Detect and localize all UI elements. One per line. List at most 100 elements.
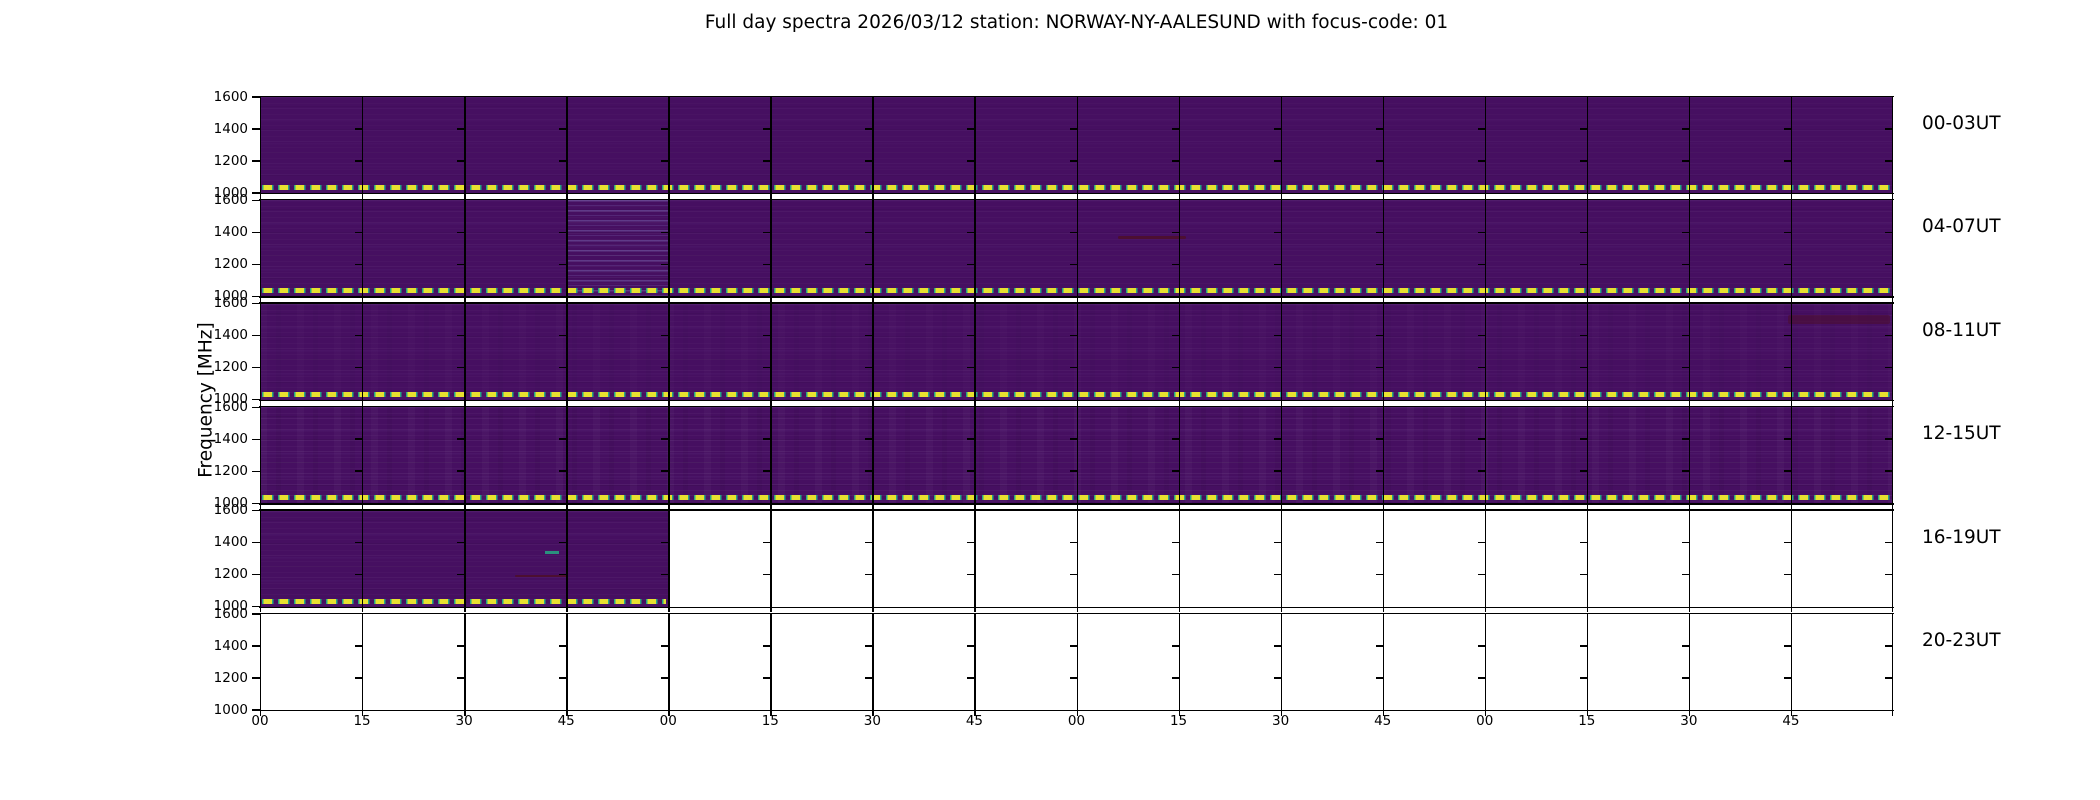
subpanel-border [566,612,568,712]
y-tick-mark-1400 [865,128,873,130]
y-tick-mark-1200 [1783,263,1791,266]
y-tick-mark-1200 [967,367,975,369]
x-tick-mark [566,194,568,199]
subpanel-border [464,302,466,402]
y-tick-mark-1200 [1375,677,1383,679]
x-tick-mark [260,297,262,303]
y-tick-mark-1200 [763,263,771,266]
y-tick-mark-1400 [1579,231,1587,234]
y-tick-mark-1200 [1884,367,1892,369]
x-tick-mark [464,297,466,303]
y-tick-mark-1200 [1375,263,1383,266]
y-tick-mark-1200 [1477,573,1485,576]
subpanel-border [362,95,364,195]
y-axis-tick-mark [252,470,260,472]
row-time-range-label: 00-03UT [1922,113,2001,134]
row-time-range-label: 16-19UT [1922,526,2001,548]
subpanel-border [668,199,670,298]
x-tick-mark [566,401,568,406]
subpanel-border [1790,509,1793,608]
y-axis-tick-mark [252,96,260,98]
subpanel-border [1484,199,1487,298]
y-axis-tick-label: 1200 [213,669,248,686]
subpanel-border [1382,199,1385,298]
y-tick-mark-1400 [1681,645,1689,647]
x-axis-tick-label: 30 [455,713,473,729]
x-tick-mark [668,504,670,510]
y-tick-mark-1400 [1884,541,1892,544]
y-axis-tick-label: 1600 [213,295,248,312]
y-tick-mark-1200 [1884,160,1892,162]
subpanel-border [1280,302,1283,402]
y-tick-mark-1400 [1375,128,1383,130]
y-tick-mark-1200 [559,573,567,576]
y-tick-mark-1400 [1681,541,1689,544]
x-tick-mark [1688,607,1691,613]
chart-title: Full day spectra 2026/03/12 station: NOR… [704,12,1449,33]
x-tick-mark [974,504,976,510]
subpanel-border [1280,405,1283,505]
subpanel-border [1790,199,1793,298]
y-tick-mark-1400 [1783,438,1791,440]
y-tick-mark-1400 [1681,231,1689,234]
x-tick-mark [1688,711,1691,716]
subpanel-border [1891,302,1893,402]
y-tick-mark-1200 [763,677,771,679]
x-tick-mark [1076,711,1078,716]
spectrogram-row [259,405,1894,510]
subpanel-border [1484,95,1487,195]
spectrogram-row [259,612,1894,716]
x-tick-mark [1586,401,1589,406]
x-axis-tick-label: 15 [1578,713,1596,729]
y-tick-mark-1200 [1579,367,1587,369]
y-tick-mark-1400 [763,128,771,130]
y-tick-mark-1400 [1681,128,1689,130]
subpanel-border [1076,95,1078,195]
subpanel-border [872,302,874,402]
y-tick-mark-1400 [1375,541,1383,544]
subpanel-border [1688,405,1691,505]
x-tick-mark [464,607,466,613]
subpanel-border [1688,509,1691,608]
y-tick-mark-1400 [1579,438,1587,440]
y-tick-mark-1200 [1783,367,1791,369]
y-tick-mark-1400 [967,645,975,647]
x-tick-mark [1484,401,1487,406]
y-axis-tick-label: 1600 [213,398,248,415]
subpanel-border [872,199,874,298]
x-tick-mark [770,504,772,510]
x-axis-tick-label: 45 [557,713,575,729]
x-tick-mark [668,607,670,613]
y-tick-mark-1200 [1375,573,1383,576]
subpanel-border [1178,509,1180,608]
y-tick-mark-1200 [865,367,873,369]
y-tick-mark-1400 [1783,128,1791,130]
subpanel-border [566,302,568,402]
x-tick-mark [1178,711,1180,716]
y-axis-tick-mark [252,128,260,130]
y-axis-tick-mark [252,160,260,162]
dark-red-emission-line [515,574,567,578]
y-tick-mark-1400 [661,541,669,544]
subpanel-border [1790,95,1793,195]
subpanel-border [1382,302,1385,402]
y-tick-mark-1400 [1273,128,1281,130]
y-tick-mark-1200 [457,263,465,266]
x-tick-mark [1586,711,1589,716]
y-tick-mark-1200 [1171,470,1179,472]
y-tick-mark-1200 [661,677,669,679]
subpanel-border [1586,612,1589,712]
subpanel-border [1178,199,1180,298]
y-axis-tick-mark [252,677,260,679]
subpanel-border [260,95,262,195]
x-tick-mark [1688,401,1691,406]
y-tick-mark-1200 [1884,573,1892,576]
y-tick-mark-1200 [967,677,975,679]
subpanel-border [1586,95,1589,195]
subpanel-border [872,509,874,608]
y-tick-mark-1200 [1681,160,1689,162]
y-tick-mark-1200 [661,470,669,472]
y-tick-mark-1200 [661,263,669,266]
y-tick-mark-1200 [355,367,363,369]
y-tick-mark-1400 [1477,438,1485,440]
